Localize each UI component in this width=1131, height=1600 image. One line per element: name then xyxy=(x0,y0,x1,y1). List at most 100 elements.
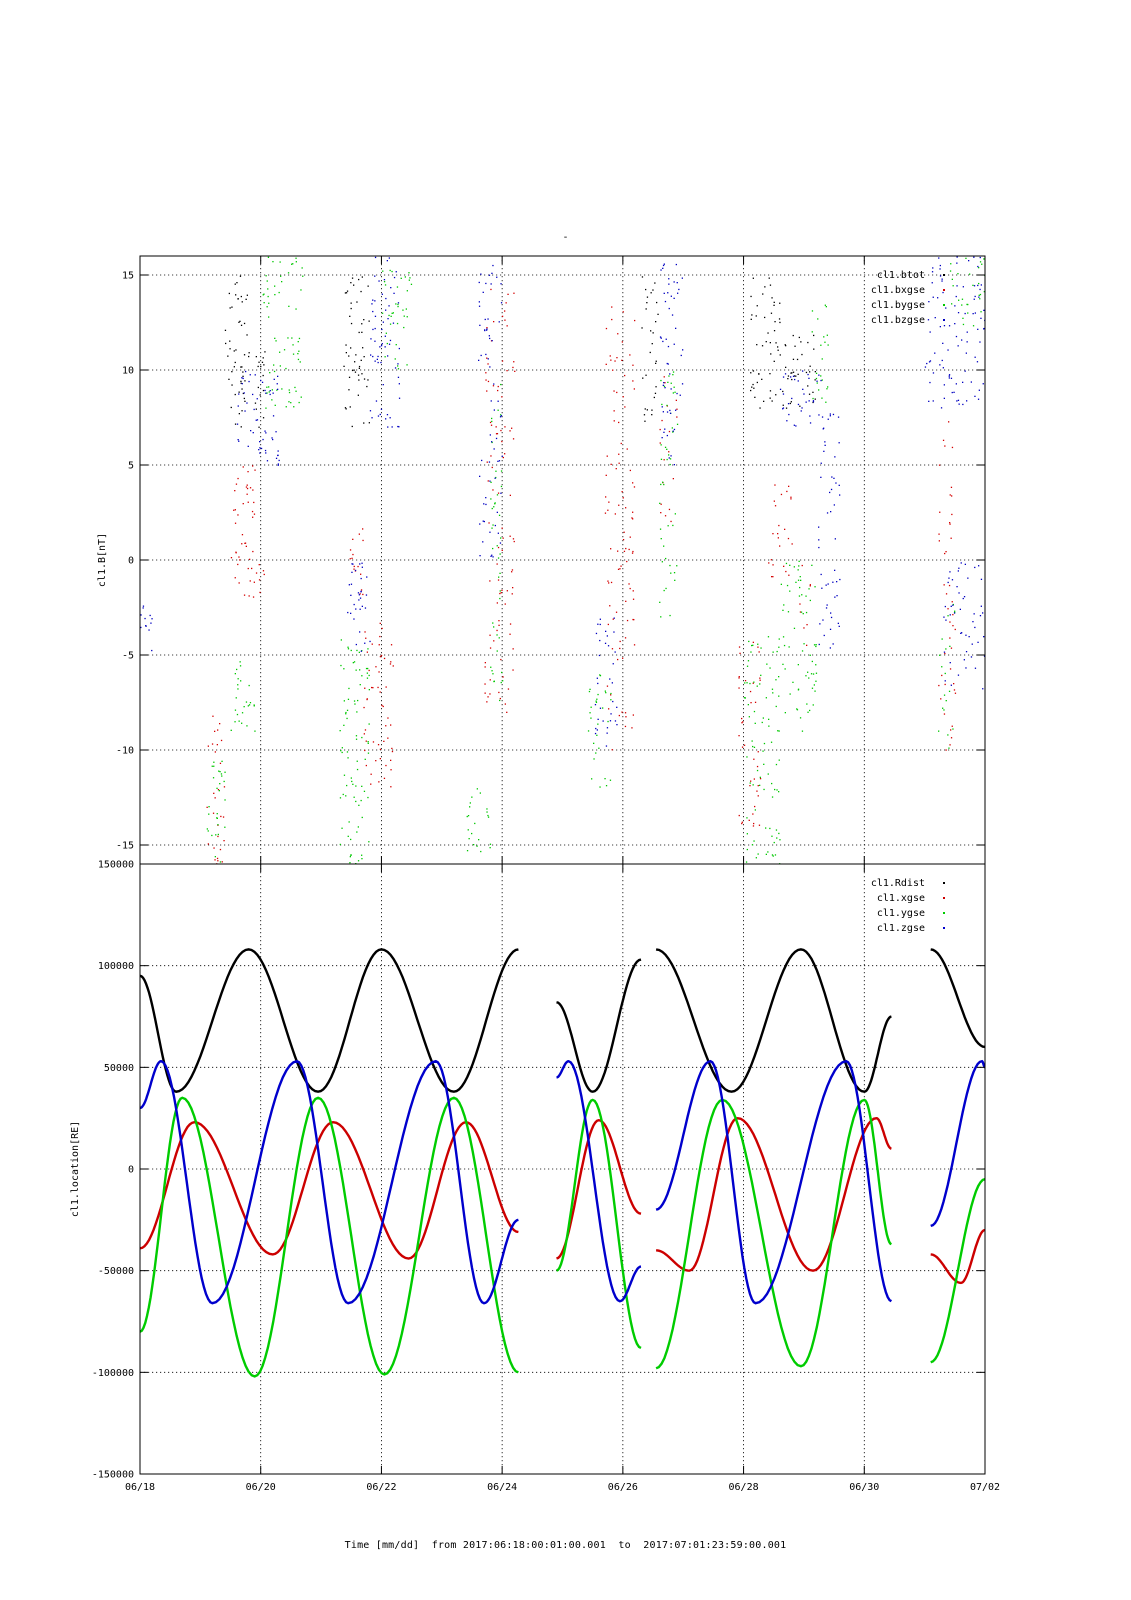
scatter-point xyxy=(256,398,258,400)
scatter-point xyxy=(239,559,241,561)
scatter-point xyxy=(300,396,302,398)
line-cl1-Rdist xyxy=(655,948,892,1093)
scatter-point xyxy=(660,483,662,486)
scatter-point xyxy=(782,390,784,393)
scatter-point xyxy=(807,711,809,713)
scatter-point xyxy=(616,391,618,394)
scatter-point xyxy=(377,415,380,417)
scatter-point xyxy=(771,835,773,837)
scatter-point xyxy=(357,699,359,702)
scatter-point xyxy=(812,397,814,400)
scatter-point xyxy=(754,722,756,724)
scatter-point xyxy=(486,808,488,810)
scatter-point xyxy=(651,409,653,411)
scatter-point xyxy=(758,651,760,653)
scatter-point xyxy=(751,314,753,316)
scatter-point xyxy=(397,365,399,367)
scatter-point xyxy=(795,581,797,583)
scatter-point xyxy=(375,400,378,402)
scatter-point xyxy=(233,350,235,352)
scatter-point xyxy=(239,275,242,277)
scatter-point xyxy=(240,680,242,682)
scatter-point xyxy=(750,372,752,374)
scatter-point xyxy=(266,306,268,308)
scatter-point xyxy=(387,717,389,719)
scatter-point xyxy=(943,713,946,715)
scatter-point xyxy=(789,564,791,566)
scatter-point xyxy=(792,375,795,377)
scatter-point xyxy=(968,636,970,638)
scatter-point xyxy=(811,310,814,312)
scatter-point xyxy=(809,584,811,586)
scatter-point xyxy=(663,459,665,461)
scatter-point xyxy=(392,312,394,314)
scatter-point xyxy=(765,341,767,343)
scatter-point xyxy=(668,508,671,511)
scatter-point xyxy=(954,628,956,631)
scatter-point xyxy=(509,430,511,432)
scatter-point xyxy=(617,568,620,570)
scatter-point xyxy=(753,822,755,825)
scatter-point xyxy=(364,758,366,760)
scatter-point xyxy=(341,747,343,749)
scatter-point xyxy=(489,634,491,636)
scatter-point xyxy=(297,341,299,343)
scatter-point xyxy=(480,850,482,853)
scatter-point xyxy=(756,769,759,772)
scatter-point xyxy=(501,671,503,674)
scatter-point xyxy=(801,730,804,732)
scatter-point xyxy=(752,383,754,386)
scatter-point xyxy=(738,814,740,817)
scatter-point xyxy=(140,614,142,616)
scatter-point xyxy=(949,621,951,623)
scatter-point xyxy=(468,838,470,840)
scatter-point xyxy=(381,627,383,630)
scatter-point xyxy=(217,789,220,791)
x-caption-to-word: to xyxy=(618,1540,631,1551)
scatter-point xyxy=(660,538,662,540)
scatter-point xyxy=(622,396,624,398)
scatter-point xyxy=(672,430,674,432)
scatter-point xyxy=(942,342,944,344)
scatter-point xyxy=(749,682,751,685)
scatter-point xyxy=(298,401,300,404)
scatter-point xyxy=(934,352,936,354)
scatter-point xyxy=(833,477,835,479)
scatter-point xyxy=(610,548,612,550)
scatter-point xyxy=(951,446,954,449)
scatter-point xyxy=(367,667,369,670)
scatter-point xyxy=(655,362,657,364)
scatter-point xyxy=(768,725,770,727)
scatter-point xyxy=(800,611,803,613)
scatter-point xyxy=(663,376,665,378)
scatter-point xyxy=(234,522,237,524)
scatter-point xyxy=(349,549,352,551)
scatter-point xyxy=(273,364,275,366)
scatter-point xyxy=(738,735,740,737)
scatter-point xyxy=(774,321,776,323)
scatter-point xyxy=(489,480,491,482)
scatter-point xyxy=(800,410,802,412)
location-ytick-label: -150000 xyxy=(92,1470,134,1481)
scatter-point xyxy=(955,383,957,385)
line-cl1-zgse xyxy=(655,1059,893,1305)
scatter-point xyxy=(756,685,758,687)
scatter-point xyxy=(748,716,750,718)
scatter-point xyxy=(347,698,350,700)
scatter-point xyxy=(823,450,825,452)
scatter-point xyxy=(750,702,752,704)
scatter-point xyxy=(673,464,675,466)
scatter-point xyxy=(352,538,354,540)
scatter-point xyxy=(641,276,644,278)
scatter-point xyxy=(950,729,952,731)
scatter-point xyxy=(235,483,238,485)
scatter-point xyxy=(670,388,672,390)
scatter-point xyxy=(965,651,968,653)
scatter-point xyxy=(389,269,391,272)
scatter-point xyxy=(253,513,256,515)
scatter-point xyxy=(815,372,818,374)
scatter-point xyxy=(488,274,491,276)
scatter-point xyxy=(236,282,238,284)
scatter-point xyxy=(774,484,776,486)
scatter-point xyxy=(274,404,276,406)
